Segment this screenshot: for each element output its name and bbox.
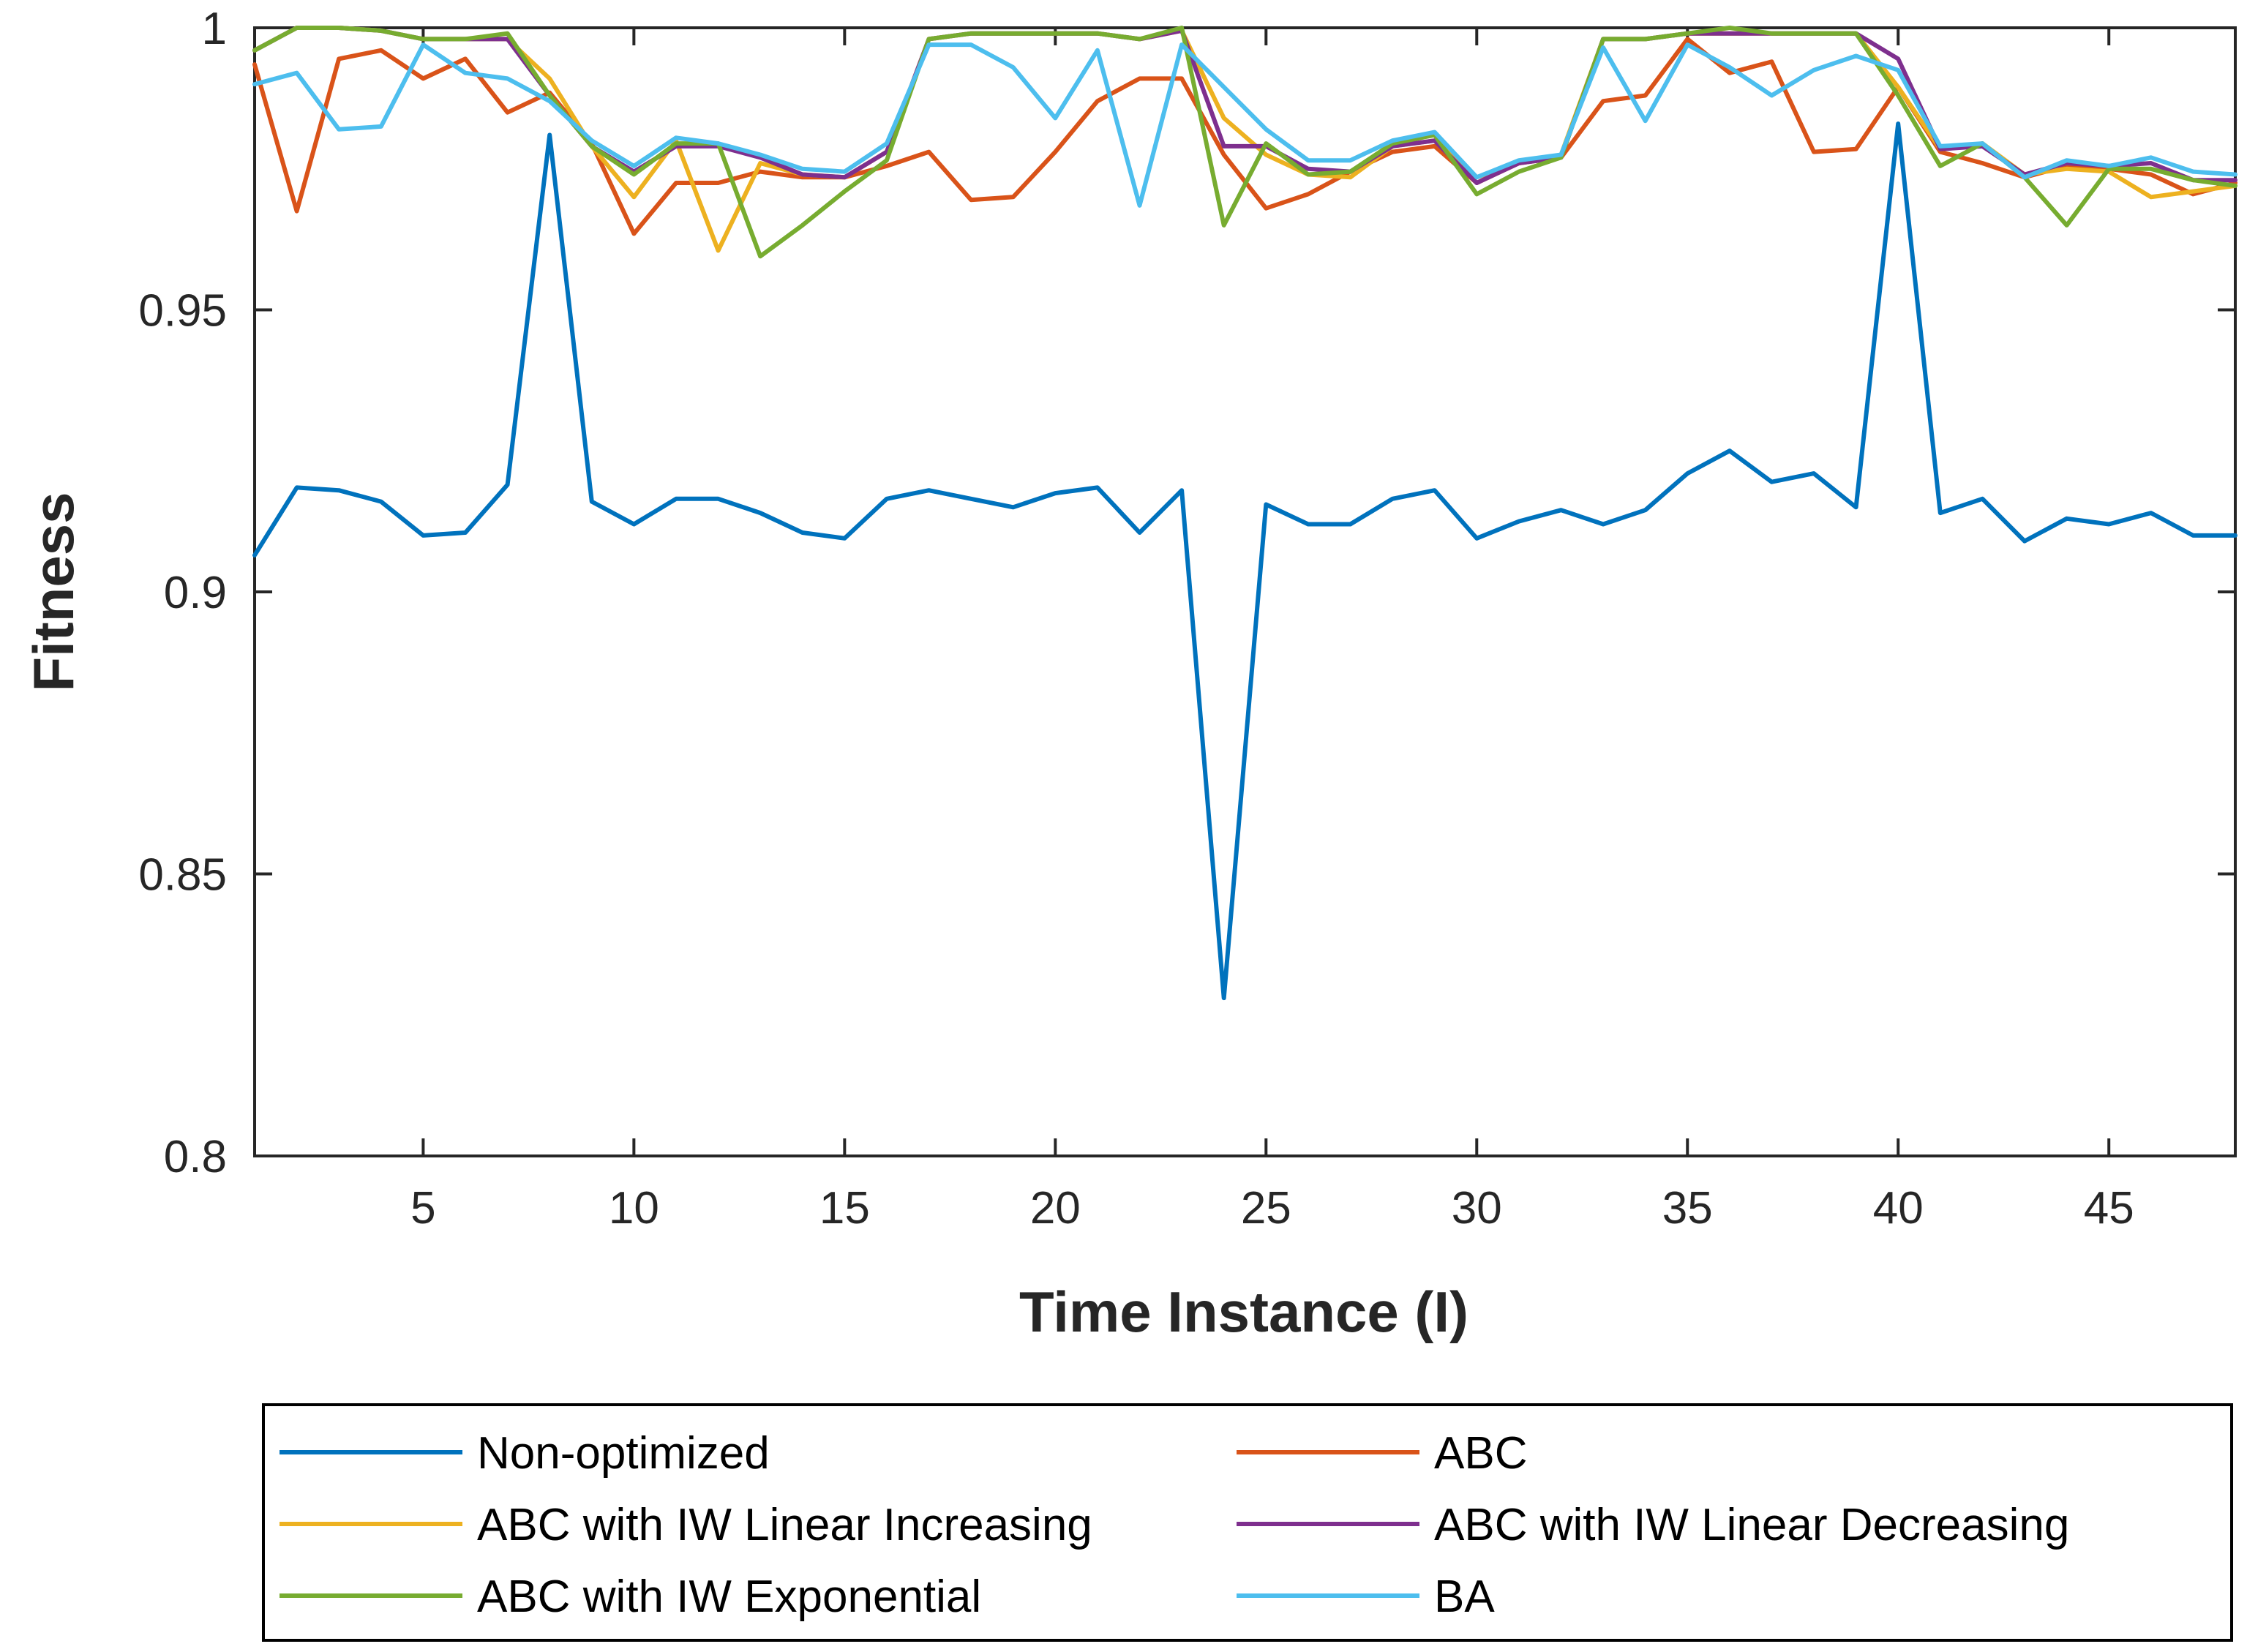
- x-axis-title: Time Instance (I): [1019, 1280, 1468, 1344]
- x-tick-label: 15: [819, 1183, 870, 1234]
- series-line-abc-with-iw-exponential: [252, 26, 2237, 259]
- series-line-ba: [252, 42, 2237, 208]
- x-tick-label: 10: [609, 1183, 659, 1234]
- data-series: [252, 26, 2237, 1001]
- x-tick-label: 5: [410, 1183, 435, 1234]
- x-tick-label: 35: [1662, 1183, 1713, 1234]
- x-tick-label: 20: [1030, 1183, 1081, 1234]
- plot-area: [253, 26, 2237, 1157]
- x-tick-label: 30: [1452, 1183, 1502, 1234]
- legend-label-abc: ABC: [1434, 1428, 1527, 1479]
- y-tick-label: 0.9: [164, 568, 227, 618]
- legend-label-non-optimized: Non-optimized: [477, 1428, 770, 1479]
- y-tick-label: 1: [202, 4, 227, 54]
- x-axis-ticks: 5 10 15 20 25 30 35 40 45: [410, 28, 2134, 1234]
- series-line-non-optimized: [252, 121, 2237, 1001]
- legend: Non-optimized ABC ABC with IW Linear Incre…: [262, 1403, 2233, 1642]
- legend-label-ba: BA: [1434, 1572, 1495, 1622]
- y-axis-title: Fitness: [21, 492, 86, 691]
- y-tick-label: 0.95: [138, 286, 227, 337]
- y-tick-label: 0.85: [138, 850, 227, 901]
- x-tick-label: 25: [1241, 1183, 1291, 1234]
- x-tick-label: 45: [2084, 1183, 2134, 1234]
- y-axis-ticks: 0.8 0.85 0.9 0.95 1: [138, 4, 2235, 1182]
- x-tick-label: 40: [1873, 1183, 1924, 1234]
- legend-label-abc-with-iw-exponential: ABC with IW Exponential: [477, 1572, 981, 1622]
- y-tick-label: 0.8: [164, 1132, 227, 1182]
- legend-label-abc-with-iw-linear-decreasing: ABC with IW Linear Decreasing: [1434, 1500, 2069, 1550]
- legend-label-abc-with-iw-linear-increasing: ABC with IW Linear Increasing: [477, 1500, 1092, 1550]
